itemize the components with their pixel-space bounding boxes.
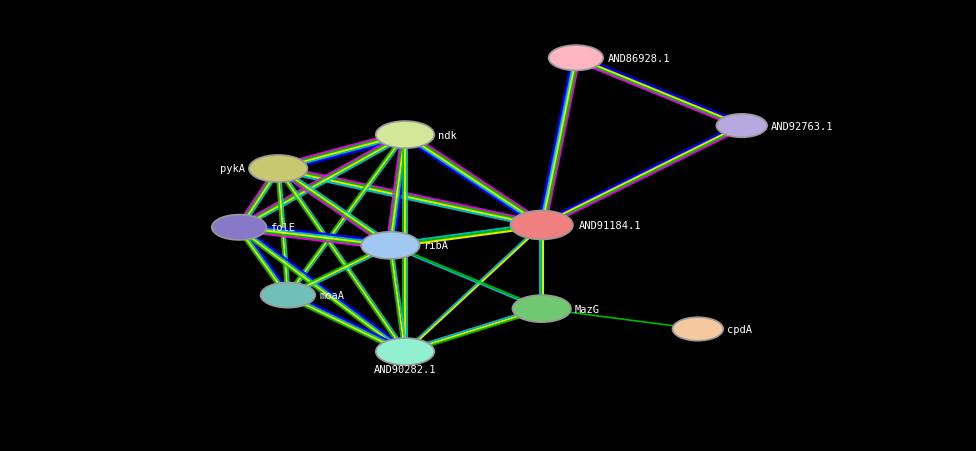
Text: pykA: pykA	[220, 164, 245, 174]
Text: AND91184.1: AND91184.1	[579, 221, 641, 230]
Text: ribA: ribA	[424, 241, 449, 251]
Circle shape	[261, 283, 315, 308]
Circle shape	[716, 115, 767, 138]
Circle shape	[510, 211, 573, 240]
Text: AND86928.1: AND86928.1	[608, 54, 671, 64]
Text: AND90282.1: AND90282.1	[374, 364, 436, 374]
Circle shape	[512, 295, 571, 322]
Circle shape	[672, 318, 723, 341]
Circle shape	[361, 232, 420, 259]
Text: cpdA: cpdA	[727, 324, 752, 334]
Text: moaA: moaA	[319, 290, 345, 300]
Circle shape	[549, 46, 603, 71]
Text: ndk: ndk	[438, 130, 457, 140]
Circle shape	[376, 338, 434, 365]
Circle shape	[212, 215, 266, 240]
Circle shape	[376, 122, 434, 149]
Text: AND92763.1: AND92763.1	[771, 121, 834, 131]
Circle shape	[249, 156, 307, 183]
Text: MazG: MazG	[575, 304, 600, 314]
Text: folE: folE	[270, 223, 296, 233]
